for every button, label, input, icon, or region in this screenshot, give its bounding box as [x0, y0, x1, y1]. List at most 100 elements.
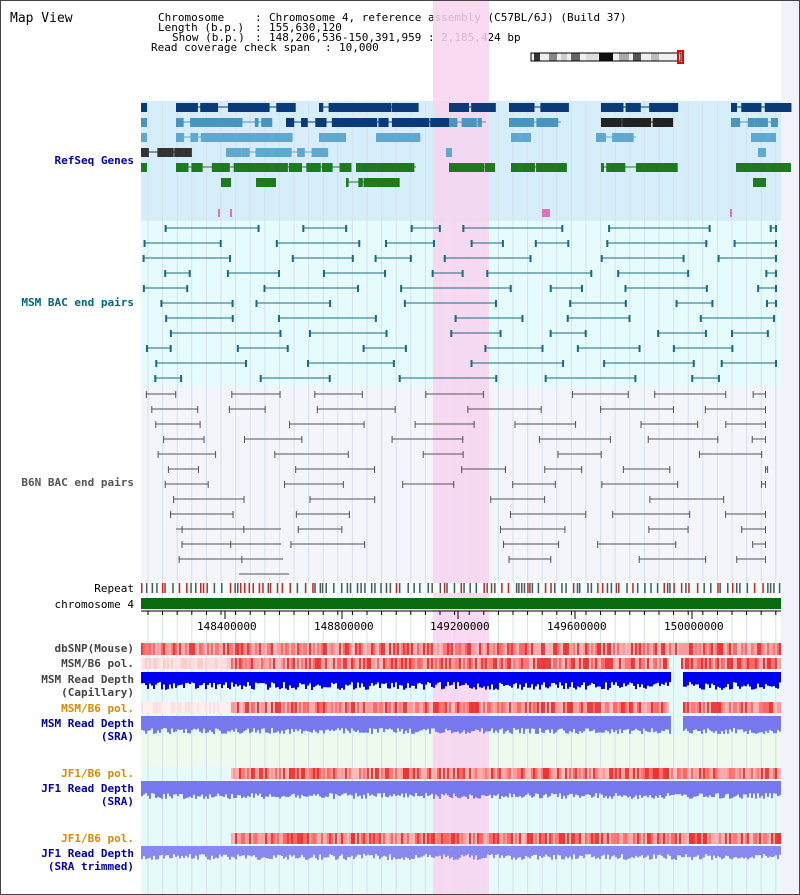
depth-bar — [667, 781, 669, 794]
depth-bar — [705, 672, 707, 684]
depth-bar — [321, 846, 323, 860]
repeat-mark — [312, 583, 314, 593]
depth-bar — [237, 846, 239, 855]
depth-bar — [353, 672, 355, 690]
jf1-pol2-strip — [775, 833, 777, 844]
depth-bar — [163, 716, 165, 729]
jf1-pol-strip — [701, 768, 703, 779]
jf1-pol-strip — [305, 768, 307, 779]
depth-bar — [577, 781, 579, 796]
dbsnp-strip — [483, 643, 485, 655]
depth-bar — [149, 781, 151, 799]
dbsnp-strip — [475, 643, 477, 655]
depth-bar — [259, 716, 261, 734]
depth-bar — [733, 716, 735, 729]
jf1-pol2-strip — [323, 833, 325, 844]
dbsnp-strip — [461, 643, 463, 655]
repeat-mark — [719, 583, 721, 593]
msm-pol-strip — [517, 658, 519, 669]
jf1-pol2-strip — [665, 833, 667, 844]
depth-bar — [157, 672, 159, 683]
dbsnp-strip — [343, 643, 345, 655]
depth-bar — [263, 846, 265, 858]
jf1-pol2-strip — [283, 833, 285, 844]
depth-bar — [593, 846, 595, 857]
depth-bar — [397, 716, 399, 729]
repeat-mark — [427, 583, 429, 593]
gene-exon — [319, 103, 324, 112]
bac-end — [558, 541, 560, 548]
dbsnp-strip — [371, 643, 373, 655]
depth-bar — [351, 846, 353, 856]
ideogram-band — [561, 53, 567, 61]
msm-pol-strip — [453, 658, 455, 669]
depth-bar — [707, 846, 709, 856]
repeat-mark — [626, 583, 628, 593]
msm-pol2-label: MSM/B6 pol. — [61, 702, 134, 715]
depth-bar — [235, 846, 237, 860]
bac-end — [236, 345, 239, 352]
jf1-pol-strip — [761, 768, 763, 779]
depth-bar — [541, 716, 543, 733]
depth-bar — [373, 716, 375, 729]
jf1-pol2-strip — [625, 833, 627, 844]
bac-end — [634, 375, 637, 382]
depth-bar — [447, 716, 449, 731]
depth-bar — [761, 672, 763, 688]
depth-bar — [591, 672, 593, 683]
depth-bar — [601, 846, 603, 856]
msm-pol-strip — [437, 658, 439, 669]
depth-bar — [689, 716, 691, 734]
depth-bar — [589, 781, 591, 796]
repeat-mark — [617, 583, 620, 593]
gene-exon — [405, 163, 409, 172]
msm-pol-strip — [187, 658, 189, 669]
msm-pol2-strip — [215, 702, 217, 713]
depth-bar — [517, 716, 519, 730]
jf1-pol-strip — [519, 768, 521, 779]
jf1-pol-strip — [381, 768, 383, 779]
depth-bar — [309, 672, 311, 684]
dbsnp-strip — [159, 643, 161, 655]
msm-depth-sra-sublabel: (SRA) — [100, 730, 134, 743]
dbsnp-strip — [617, 643, 619, 655]
bac-end — [638, 345, 641, 352]
bac-end — [226, 270, 229, 277]
gene-exon — [468, 163, 485, 172]
dbsnp-strip — [709, 643, 711, 655]
depth-bar — [281, 781, 283, 797]
repeat-mark — [644, 583, 646, 593]
msm-pol-strip — [651, 658, 653, 669]
depth-bar — [545, 781, 547, 794]
depth-bar — [493, 781, 495, 796]
bac-end — [508, 556, 510, 563]
depth-bar — [725, 846, 727, 856]
depth-bar — [155, 781, 157, 799]
depth-bar — [699, 781, 701, 794]
msm-pol-strip — [745, 658, 747, 669]
bac-end — [289, 421, 291, 428]
msm-pol2-strip — [279, 702, 281, 713]
depth-bar — [589, 846, 591, 855]
bac-end — [564, 526, 566, 533]
msm-pol2-strip — [337, 702, 339, 713]
depth-bar — [211, 672, 213, 688]
depth-bar — [753, 846, 755, 859]
msm-pol-strip — [289, 658, 291, 669]
depth-bar — [429, 781, 431, 796]
depth-bar — [519, 672, 521, 685]
repeat-mark — [356, 583, 359, 593]
msm-pol2-strip — [735, 702, 737, 713]
depth-bar — [543, 846, 545, 857]
msm-pol-strip — [347, 658, 349, 669]
msm-pol2-strip — [459, 702, 461, 713]
jf1-pol2-strip — [447, 833, 449, 844]
repeat-mark — [710, 583, 712, 593]
depth-bar — [437, 672, 439, 683]
dbsnp-strip — [627, 643, 629, 655]
depth-bar — [743, 781, 745, 795]
dbsnp-strip — [379, 643, 381, 655]
msm-pol-strip — [779, 658, 781, 669]
depth-bar — [447, 846, 449, 856]
